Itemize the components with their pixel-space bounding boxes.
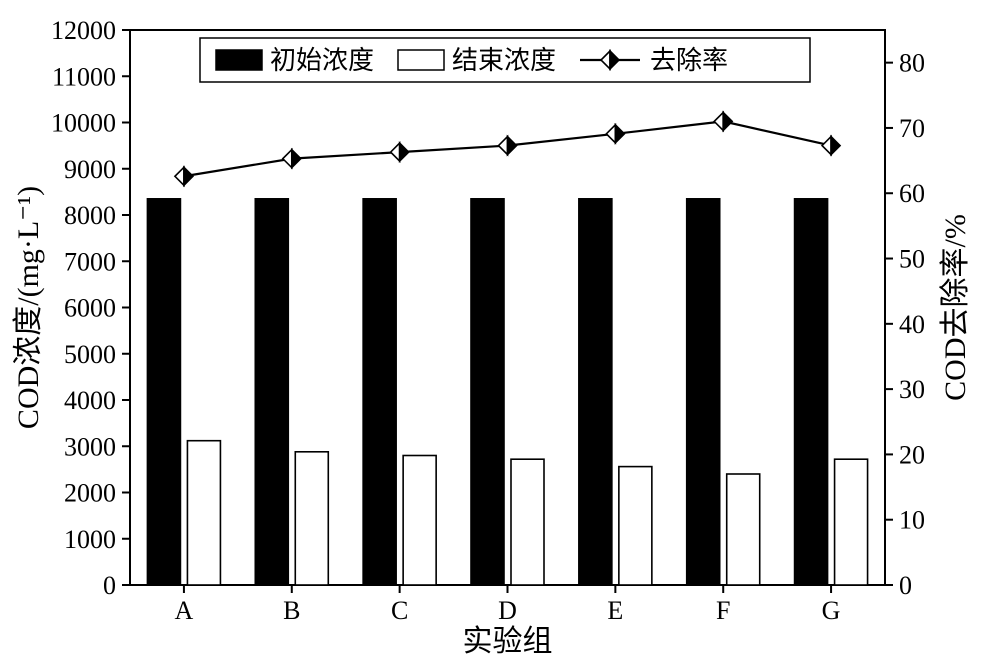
removal-marker (822, 137, 831, 155)
y-right-tick-label: 10 (899, 506, 925, 535)
bar-initial (795, 199, 828, 585)
x-tick-label: A (175, 596, 194, 625)
y-right-tick-label: 30 (899, 375, 925, 404)
y-left-tick-label: 12000 (51, 16, 116, 45)
plot-border (130, 30, 885, 585)
legend-label-final: 结束浓度 (452, 46, 556, 75)
bar-initial (687, 199, 720, 585)
legend-label-removal: 去除率 (650, 46, 728, 75)
legend-label-initial: 初始浓度 (270, 46, 374, 75)
removal-marker (391, 143, 400, 161)
removal-marker (723, 112, 732, 130)
removal-marker (831, 137, 840, 155)
bar-final (511, 459, 544, 585)
x-tick-label: D (498, 596, 517, 625)
bar-final (403, 456, 436, 586)
x-tick-label: E (607, 596, 623, 625)
removal-marker (292, 150, 301, 168)
x-tick-label: G (822, 596, 841, 625)
y-left-tick-label: 10000 (51, 109, 116, 138)
removal-marker (615, 125, 624, 143)
y-left-tick-label: 1000 (64, 525, 116, 554)
y-left-tick-label: 0 (103, 571, 116, 600)
y-right-tick-label: 60 (899, 179, 925, 208)
y-left-tick-label: 7000 (64, 247, 116, 276)
bar-initial (255, 199, 288, 585)
bar-final (187, 441, 220, 585)
legend-swatch-final (398, 50, 444, 70)
y-left-tick-label: 5000 (64, 340, 116, 369)
removal-marker (606, 125, 615, 143)
y-left-tick-label: 8000 (64, 201, 116, 230)
x-tick-label: F (716, 596, 730, 625)
removal-marker (499, 137, 508, 155)
x-tick-label: C (391, 596, 408, 625)
y-right-tick-label: 50 (899, 245, 925, 274)
removal-marker (400, 143, 409, 161)
legend-swatch-initial (216, 50, 262, 70)
bar-initial (147, 199, 180, 585)
y-right-tick-label: 80 (899, 49, 925, 78)
removal-marker (508, 137, 517, 155)
x-axis-label: 实验组 (463, 625, 553, 658)
y-left-tick-label: 2000 (64, 479, 116, 508)
y-left-axis-label: COD浓度/(mg·L⁻¹) (12, 186, 45, 429)
removal-marker (714, 112, 723, 130)
bar-final (835, 459, 868, 585)
y-left-tick-label: 3000 (64, 432, 116, 461)
y-left-tick-label: 9000 (64, 155, 116, 184)
removal-marker (184, 167, 193, 185)
bar-initial (471, 199, 504, 585)
removal-marker (175, 167, 184, 185)
bar-final (295, 452, 328, 585)
bar-final (619, 467, 652, 585)
bar-initial (363, 199, 396, 585)
y-left-tick-label: 6000 (64, 294, 116, 323)
y-left-tick-label: 11000 (52, 62, 116, 91)
y-right-axis-label: COD去除率/% (939, 214, 972, 401)
y-right-tick-label: 40 (899, 310, 925, 339)
y-left-tick-label: 4000 (64, 386, 116, 415)
bar-final (727, 474, 760, 585)
x-tick-label: B (283, 596, 300, 625)
y-right-tick-label: 20 (899, 440, 925, 469)
removal-marker (283, 150, 292, 168)
y-right-tick-label: 0 (899, 571, 912, 600)
bar-initial (579, 199, 612, 585)
y-right-tick-label: 70 (899, 114, 925, 143)
